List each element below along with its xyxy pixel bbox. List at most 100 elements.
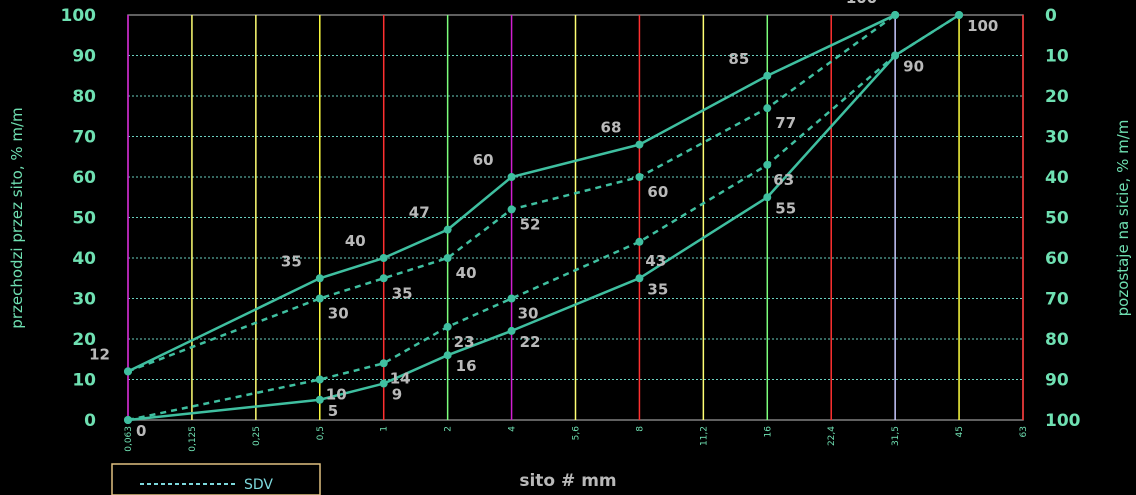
y-tick-label-left: 10 — [72, 371, 96, 391]
data-point — [763, 104, 772, 113]
data-label: 0 — [136, 422, 146, 440]
y-tick-label-right: 50 — [1045, 209, 1069, 229]
data-label: 30 — [328, 305, 349, 323]
x-axis-ticks: 0,063 0,125 0,25 0,5 1 2 4 5,6 8 11,2 16 22,4 31,5 45… — [124, 426, 1029, 452]
data-point — [443, 322, 452, 331]
x-axis-title: sito # mm — [519, 471, 616, 491]
x-tick-label: 11,2 — [699, 426, 709, 446]
y-tick-label-right: 10 — [1045, 47, 1069, 67]
y-tick-label-left: 100 — [61, 6, 97, 26]
data-point — [443, 225, 452, 234]
data-labels: 1235404760688510030354052607710142330436… — [89, 0, 998, 440]
data-label: 60 — [473, 151, 494, 169]
data-label: 23 — [454, 333, 475, 351]
data-point — [891, 51, 900, 60]
y-tick-label-right: 90 — [1045, 371, 1069, 391]
data-point — [635, 140, 644, 149]
data-label: 90 — [903, 58, 924, 76]
data-point — [507, 294, 516, 303]
data-label: 35 — [647, 280, 668, 298]
legend: SDV — [111, 463, 321, 495]
data-label: 52 — [520, 215, 541, 233]
data-point — [124, 416, 132, 424]
data-label: 85 — [728, 50, 749, 68]
x-tick-label: 0,5 — [316, 426, 326, 440]
y-tick-label-right: 30 — [1045, 128, 1069, 148]
data-label: 30 — [518, 305, 539, 323]
x-tick-label: 16 — [763, 426, 773, 438]
data-label: 100 — [967, 17, 998, 35]
data-label: 68 — [601, 119, 622, 137]
y-tick-label-left: 60 — [72, 168, 96, 188]
data-point — [507, 205, 516, 214]
y-tick-label-right: 70 — [1045, 290, 1069, 310]
y-tick-label-right: 60 — [1045, 249, 1069, 269]
y-tick-label-right: 80 — [1045, 330, 1069, 350]
data-point — [763, 71, 772, 80]
data-label: 63 — [773, 171, 794, 189]
x-tick-label: 4 — [508, 426, 518, 432]
data-point — [315, 294, 324, 303]
data-label: 43 — [645, 252, 666, 270]
x-tick-label: 63 — [1019, 426, 1029, 437]
data-point — [763, 193, 772, 202]
data-label: 47 — [409, 204, 430, 222]
left-axis-title: przechodzi przez sito, % m/m — [8, 107, 26, 328]
x-tick-label: 0,25 — [252, 426, 262, 446]
data-point — [955, 11, 964, 19]
data-point — [635, 274, 644, 283]
y-tick-label-left: 80 — [72, 87, 96, 107]
x-tick-label: 45 — [955, 426, 965, 437]
data-label: 5 — [328, 402, 338, 420]
y-tick-label-left: 90 — [72, 47, 96, 67]
data-point — [507, 173, 516, 181]
y-tick-label-left: 30 — [72, 290, 96, 310]
data-point — [315, 274, 324, 283]
x-tick-label: 8 — [635, 426, 645, 432]
data-point — [315, 395, 324, 404]
x-tick-label: 2 — [444, 426, 454, 432]
data-point — [635, 173, 644, 181]
data-label: 12 — [89, 345, 110, 363]
data-point — [443, 351, 452, 360]
x-tick-label: 1 — [380, 426, 390, 432]
data-point — [379, 379, 388, 388]
data-label: 16 — [456, 357, 477, 375]
x-tick-label: 0,125 — [188, 426, 198, 452]
data-point — [124, 367, 132, 376]
y-tick-label-right: 40 — [1045, 168, 1069, 188]
data-point — [315, 375, 324, 384]
y-tick-label-left: 40 — [72, 249, 96, 269]
x-tick-label: 31,5 — [891, 426, 901, 446]
data-label: 35 — [281, 252, 302, 270]
series-line-3 — [127, 13, 960, 422]
y-tick-label-left: 0 — [84, 411, 96, 431]
data-label: 55 — [775, 199, 796, 217]
legend-box — [111, 463, 321, 495]
data-point — [379, 254, 388, 262]
data-point — [379, 274, 388, 283]
left-axis-ticks: 0 10 20 30 40 50 60 70 80 90 100 — [61, 6, 97, 431]
data-label: 22 — [520, 333, 541, 351]
legend-label: SDV — [244, 477, 273, 493]
x-tick-label: 0,063 — [124, 426, 134, 452]
data-label: 14 — [390, 369, 411, 387]
data-point — [891, 11, 900, 19]
data-label: 77 — [775, 114, 796, 132]
data-point — [379, 359, 388, 368]
x-tick-label: 22,4 — [827, 426, 837, 446]
data-label: 100 — [846, 0, 877, 7]
data-point — [635, 237, 644, 246]
y-tick-label-left: 20 — [72, 330, 96, 350]
y-tick-label-left: 50 — [72, 209, 96, 229]
data-label: 35 — [392, 284, 413, 302]
series-line-2 — [127, 13, 896, 373]
data-label: 40 — [456, 264, 477, 282]
y-tick-label-right: 0 — [1045, 6, 1057, 26]
data-point — [443, 254, 452, 262]
data-label: 60 — [647, 183, 668, 201]
data-label: 9 — [392, 386, 402, 404]
data-label: 40 — [345, 232, 366, 250]
